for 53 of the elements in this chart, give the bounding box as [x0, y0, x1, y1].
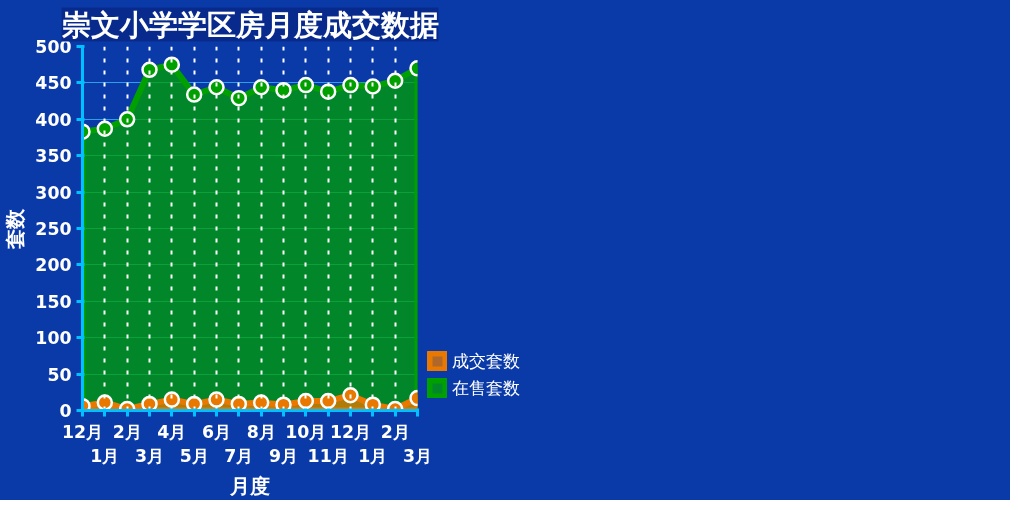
y-tick-label: 250: [35, 219, 72, 239]
point: [185, 86, 203, 103]
point: [342, 386, 359, 404]
y-tick-label: 450: [35, 73, 72, 94]
point: [364, 396, 382, 411]
point: [141, 395, 158, 411]
point: [319, 83, 337, 100]
x-tick-label: 3月: [402, 445, 433, 466]
point: [386, 72, 404, 89]
x-tick-label: 2月: [380, 421, 410, 442]
y-tick-label: 100: [35, 328, 72, 349]
point: [275, 396, 292, 411]
point: [96, 120, 114, 137]
x-tick-label: 1月: [358, 445, 388, 466]
chart-title: 崇文小学学区房月度成交数据: [60, 7, 439, 42]
point: [319, 392, 337, 410]
point: [118, 111, 136, 128]
x-tick-label: 6月: [201, 421, 232, 442]
x-tick-label: 5月: [179, 445, 209, 466]
legend-label: 成交套数: [452, 350, 520, 373]
x-tick-label: 8月: [246, 421, 276, 442]
point: [96, 394, 114, 411]
y-tick-label: 50: [47, 364, 72, 385]
point: [208, 391, 225, 408]
y-tick-label: 200: [35, 255, 72, 276]
x-tick-label: 12月: [61, 421, 104, 442]
point: [141, 61, 158, 79]
x-tick-label: 3月: [134, 445, 165, 466]
x-tick-label: 1月: [90, 445, 120, 466]
point: [185, 395, 203, 411]
legend-label: 在售套数: [452, 377, 520, 400]
x-axis-title: 月度: [229, 473, 270, 498]
y-tick-label: 400: [35, 109, 72, 130]
y-tick-label: 300: [35, 182, 72, 203]
x-tick-label: 7月: [224, 445, 254, 466]
point: [275, 81, 292, 99]
x-tick-label: 12月: [329, 421, 372, 442]
x-tick-label: 9月: [268, 445, 299, 466]
x-tick-label: 4月: [157, 421, 187, 442]
y-tick-label: 0: [59, 401, 72, 421]
point: [163, 56, 181, 73]
point: [364, 78, 382, 95]
point: [208, 79, 225, 96]
y-axis-title: 套数: [3, 207, 28, 250]
y-tick-label: 150: [35, 291, 72, 312]
point: [230, 89, 248, 107]
point: [252, 79, 270, 96]
y-tick-label: 350: [35, 146, 72, 167]
point: [297, 76, 315, 94]
x-tick-label: 11月: [307, 445, 349, 466]
x-tick-label: 2月: [112, 421, 142, 442]
point: [163, 391, 181, 408]
x-tick-label: 10月: [285, 421, 327, 442]
